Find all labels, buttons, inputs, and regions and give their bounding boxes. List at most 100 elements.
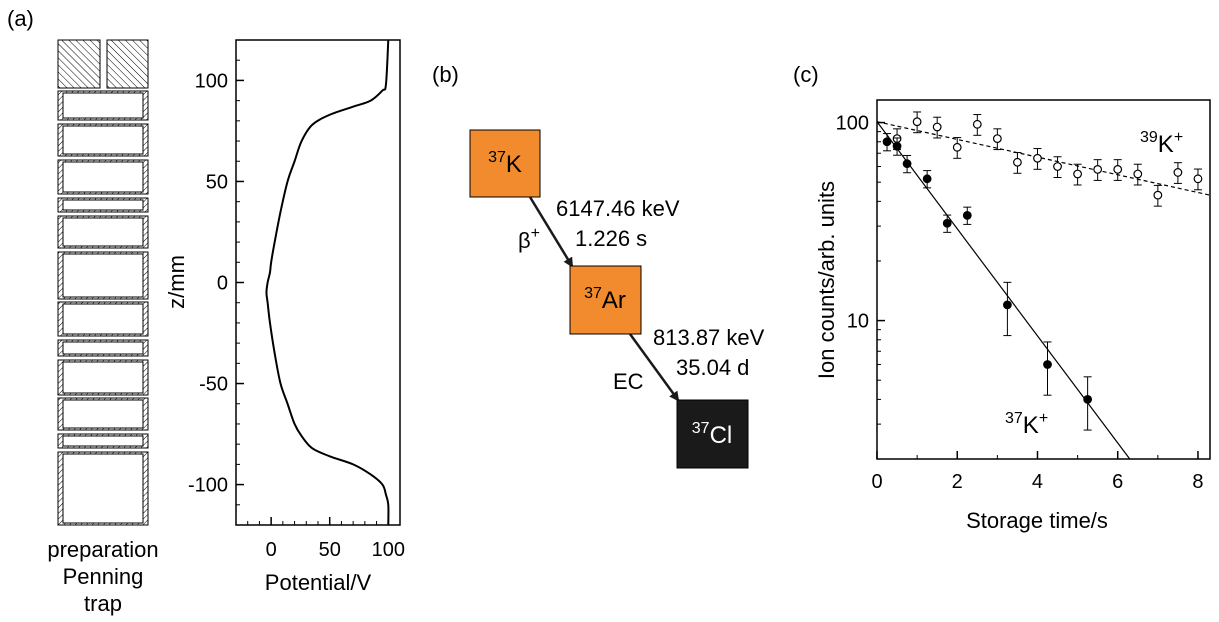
k39-charge: + (1174, 129, 1183, 146)
k39-label: 39K+ (1140, 129, 1183, 158)
ion-counts-xtick-label: 4 (1032, 471, 1043, 493)
k39-data-point (1033, 153, 1042, 163)
trap-electrode-bore (62, 453, 144, 524)
k37-mass: 37 (1005, 410, 1023, 427)
trap-electrode-bore (62, 341, 144, 355)
k37-data-point (892, 141, 902, 151)
trap-endcap-right (106, 39, 149, 89)
k39-data-point (932, 122, 942, 132)
ion-counts-points (882, 111, 1203, 431)
daughter-mass-number: 37 (584, 285, 602, 302)
trap-electrode-bore (62, 399, 144, 429)
ec-decay-energy: 813.87 keV (653, 325, 765, 350)
trap-electrode-bore (62, 161, 144, 193)
ion-counts-xtick-label: 0 (871, 471, 882, 493)
k39-data-point (1013, 157, 1022, 167)
penning-trap-schematic (57, 39, 149, 526)
trap-label-line-1: preparation (47, 537, 158, 562)
daughter-symbol: Ar (602, 287, 626, 314)
final-mass-number: 37 (692, 420, 710, 437)
k39-data-point (972, 119, 982, 129)
potential-xtick-label: 0 (266, 539, 277, 561)
ec-decay-halflife: 35.04 d (676, 355, 749, 380)
potential-ytick-label: -100 (188, 475, 228, 497)
fit-line-k37 (876, 121, 1131, 460)
ion-counts-xlabel: Storage time/s (966, 508, 1108, 533)
k39-symbol: K (1158, 131, 1174, 158)
k39-data-point (1153, 190, 1163, 200)
parent-symbol: K (506, 151, 522, 178)
potential-ytick-label: 50 (206, 171, 228, 193)
k37-data-point (1083, 394, 1093, 404)
potential-plot-ticks: 100 50 0 -50 -100 0 50 100 (188, 59, 405, 561)
trap-endcap-left (57, 39, 101, 89)
potential-ytick-label: 100 (195, 70, 228, 92)
k37-charge: + (1039, 410, 1048, 427)
k39-data-point (1073, 169, 1083, 179)
trap-electrode-bore (62, 217, 144, 247)
trap-electrode-bore (62, 361, 144, 394)
daughter-nuclide-box (569, 265, 642, 335)
k39-data-point (992, 134, 1002, 143)
parent-nuclide-box (469, 129, 541, 198)
panel-label-c: (c) (793, 62, 819, 87)
trap-electrode-bore (62, 253, 144, 298)
decay-scheme: 37K 6147.46 keV 1.226 s β+ 37Ar 813.87 k… (469, 129, 765, 469)
k39-data-point (912, 117, 922, 127)
k37-data-point (902, 159, 912, 169)
potential-ytick-label: -50 (199, 374, 228, 396)
k39-data-point (1133, 169, 1143, 179)
ion-counts-xtick-label: 2 (952, 471, 963, 493)
panel-label-b: (b) (432, 62, 459, 87)
ion-counts-plot: 0 2 4 6 8 10 100 (836, 99, 1211, 493)
potential-ytick-label: 0 (217, 273, 228, 295)
potential-xtick-label: 100 (372, 539, 405, 561)
k39-data-point (1173, 168, 1183, 177)
k37-data-point (1002, 300, 1012, 310)
ec-decay-arrow (628, 333, 680, 402)
k37-symbol: K (1023, 412, 1039, 439)
k39-mass: 39 (1140, 129, 1158, 146)
trap-electrode-bore (62, 92, 144, 119)
parent-mass-number: 37 (488, 149, 506, 166)
trap-electrode-bore (62, 125, 144, 155)
parent-nuclide-label: 37K (488, 149, 522, 178)
ion-counts-plot-frame (876, 99, 1211, 460)
fit-line-k39 (876, 121, 1211, 196)
k39-data-point (1053, 162, 1062, 171)
k39-data-point (952, 142, 962, 152)
ion-counts-plot-ticks: 0 2 4 6 8 10 100 (836, 113, 1204, 493)
k37-label: 37K+ (1005, 410, 1048, 439)
potential-plot: 100 50 0 -50 -100 0 50 100 (188, 39, 405, 561)
k37-data-point (942, 218, 952, 228)
trap-label-line-2: Penning (63, 564, 144, 589)
ec-decay-mode: EC (613, 369, 644, 394)
k37-data-point (962, 210, 972, 220)
k37-data-point (922, 174, 932, 184)
beta-decay-energy: 6147.46 keV (556, 196, 680, 221)
daughter-nuclide-label: 37Ar (584, 285, 626, 314)
beta-decay-arrow (528, 196, 574, 268)
potential-plot-ylabel: z/mm (164, 255, 189, 309)
ion-counts-ylabel: Ion counts/arb. units (814, 181, 839, 379)
k39-data-point (1093, 165, 1103, 174)
beta-decay-mode: β+ (518, 225, 540, 253)
beta-symbol: β (518, 228, 531, 253)
trap-electrode-bore (62, 199, 144, 211)
potential-plot-xlabel: Potential/V (265, 570, 372, 595)
trap-electrode-bore (62, 435, 144, 447)
ion-counts-xtick-label: 8 (1192, 471, 1203, 493)
trap-electrode-bore (62, 303, 144, 335)
ion-counts-ytick-label: 10 (847, 311, 869, 333)
potential-xtick-label: 50 (319, 539, 341, 561)
beta-charge: + (531, 225, 540, 242)
beta-decay-halflife: 1.226 s (575, 226, 647, 251)
k39-data-point (1113, 165, 1123, 174)
final-nuclide-label: 37Cl (692, 420, 732, 449)
final-symbol: Cl (710, 422, 733, 449)
final-nuclide-box (676, 399, 749, 469)
potential-curve (265, 39, 390, 526)
k37-data-point (1043, 360, 1052, 369)
k37-data-point (882, 137, 892, 147)
